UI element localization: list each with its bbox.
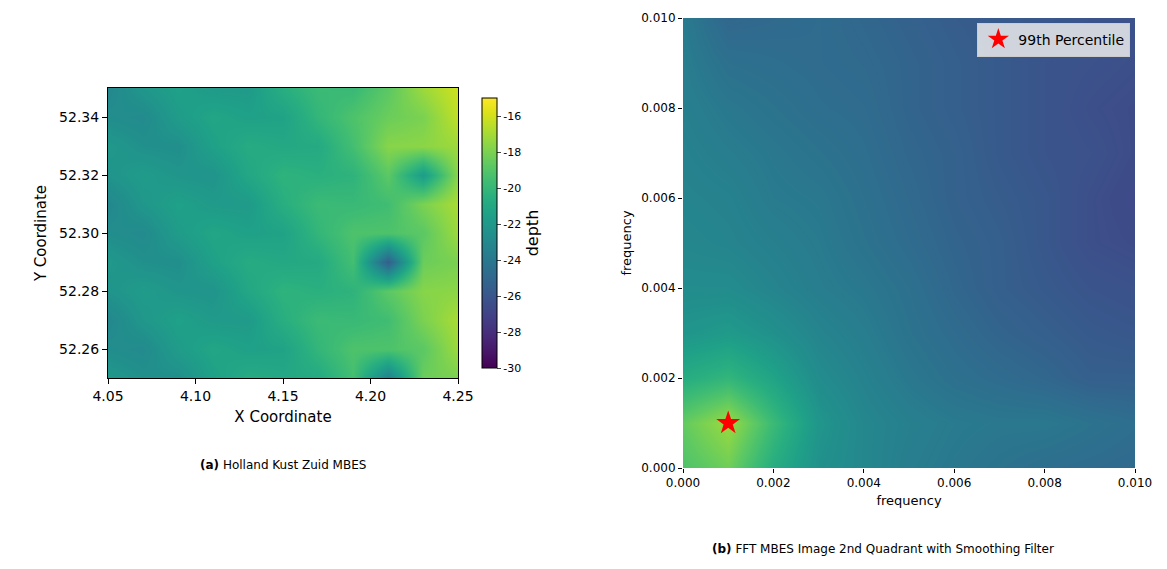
svg-text:0.010: 0.010 xyxy=(641,11,675,25)
svg-text:0.004: 0.004 xyxy=(641,281,675,295)
svg-text:0.008: 0.008 xyxy=(641,101,675,115)
svg-text:frequency: frequency xyxy=(876,493,942,508)
svg-text:Y Coordinate: Y Coordinate xyxy=(32,185,50,282)
svg-text:52.34: 52.34 xyxy=(59,109,99,125)
svg-text:-22: -22 xyxy=(503,218,521,231)
svg-text:0.002: 0.002 xyxy=(641,371,675,385)
svg-text:52.28: 52.28 xyxy=(59,283,99,299)
svg-text:0.004: 0.004 xyxy=(847,476,881,490)
svg-text:99th Percentile: 99th Percentile xyxy=(1018,32,1124,48)
svg-text:0.010: 0.010 xyxy=(1118,476,1152,490)
svg-text:frequency: frequency xyxy=(619,210,634,276)
svg-text:(a) Holland Kust Zuid MBES: (a) Holland Kust Zuid MBES xyxy=(200,458,366,472)
svg-text:0.006: 0.006 xyxy=(937,476,971,490)
svg-text:4.25: 4.25 xyxy=(442,388,473,404)
svg-text:4.10: 4.10 xyxy=(180,388,211,404)
svg-text:52.26: 52.26 xyxy=(59,341,99,357)
svg-text:-30: -30 xyxy=(503,362,521,375)
svg-text:depth: depth xyxy=(523,210,542,257)
svg-text:0.002: 0.002 xyxy=(756,476,790,490)
svg-text:(b) FFT MBES Image 2nd Quadran: (b) FFT MBES Image 2nd Quadrant with Smo… xyxy=(712,542,1054,556)
svg-text:4.20: 4.20 xyxy=(355,388,386,404)
svg-text:-26: -26 xyxy=(503,290,521,303)
svg-text:X Coordinate: X Coordinate xyxy=(234,408,331,426)
svg-text:-28: -28 xyxy=(503,326,521,339)
svg-text:-20: -20 xyxy=(503,182,521,195)
svg-text:4.15: 4.15 xyxy=(267,388,298,404)
svg-text:0.000: 0.000 xyxy=(641,461,675,475)
svg-text:0.008: 0.008 xyxy=(1027,476,1061,490)
svg-text:0.006: 0.006 xyxy=(641,191,675,205)
svg-text:-16: -16 xyxy=(503,110,521,123)
svg-text:0.000: 0.000 xyxy=(666,476,700,490)
svg-text:52.32: 52.32 xyxy=(59,167,99,183)
svg-text:-24: -24 xyxy=(503,254,521,267)
svg-text:-18: -18 xyxy=(503,146,521,159)
svg-text:52.30: 52.30 xyxy=(59,225,99,241)
svg-text:4.05: 4.05 xyxy=(92,388,123,404)
